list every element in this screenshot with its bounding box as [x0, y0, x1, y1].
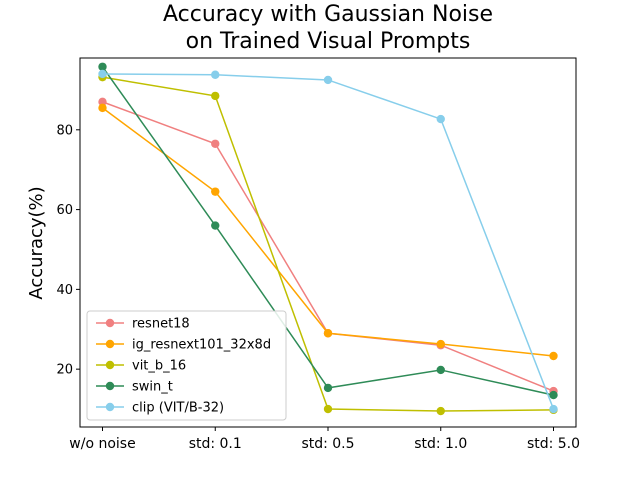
y-tick-label: 60: [56, 203, 73, 218]
data-point: [98, 69, 107, 79]
legend-box: [86, 310, 287, 421]
series-4: [98, 69, 558, 414]
data-point: [323, 329, 333, 338]
series-1: [98, 103, 558, 361]
data-point: [436, 114, 445, 124]
x-tick-label: w/o noise: [69, 436, 135, 452]
data-point: [436, 406, 445, 416]
legend: resnet18 ig_resnext101_32x8d vit_b_16 swin_…: [86, 310, 287, 421]
data-point: [98, 97, 107, 107]
data-point: [549, 351, 558, 361]
data-point: [549, 404, 558, 414]
data-point: [211, 221, 220, 230]
data-point: [436, 339, 445, 349]
data-point: [98, 62, 107, 71]
y-tick-label: 80: [56, 123, 73, 138]
x-tick-label: std: 5.0: [527, 436, 580, 452]
legend-marker: [105, 381, 115, 391]
y-tick-label: 20: [56, 363, 73, 378]
data-point: [323, 404, 333, 414]
legend-marker: [105, 318, 115, 328]
legend-label: clip (VIT/B-32): [132, 401, 224, 416]
legend-label: ig_resnext101_32x8d: [132, 338, 271, 353]
data-point: [211, 70, 220, 79]
y-axis-label: Accuracy(%): [26, 186, 47, 299]
chart-title-line-2: on Trained Visual Prompts: [186, 29, 471, 54]
data-point: [549, 390, 558, 400]
legend-marker: [105, 360, 115, 370]
legend-label: swin_t: [132, 380, 173, 395]
x-tick-label: std: 0.5: [301, 436, 354, 452]
data-point: [436, 365, 445, 375]
series-3: [98, 62, 558, 400]
data-point: [323, 75, 333, 85]
legend-label: vit_b_16: [132, 359, 186, 374]
legend-label: resnet18: [132, 317, 190, 332]
data-point: [98, 103, 107, 113]
legend-marker: [105, 402, 115, 412]
data-point: [211, 139, 220, 148]
x-tick-label: std: 1.0: [414, 436, 467, 452]
y-tick-label: 40: [56, 283, 73, 298]
data-point: [323, 383, 333, 393]
chart-title-line-1: Accuracy with Gaussian Noise: [163, 2, 493, 27]
x-tick-label: std: 0.1: [189, 436, 242, 452]
data-point: [211, 187, 220, 196]
legend-marker: [105, 339, 115, 349]
data-point: [211, 91, 220, 101]
